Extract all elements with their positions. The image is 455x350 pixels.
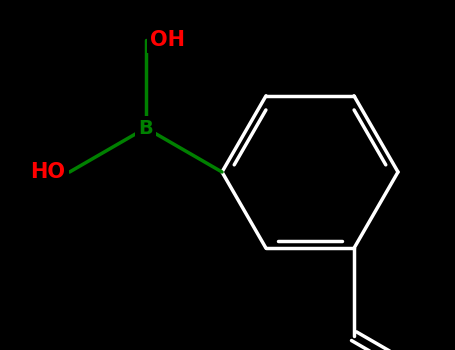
Text: HO: HO xyxy=(30,162,66,182)
Text: B: B xyxy=(138,119,153,138)
Text: OH: OH xyxy=(150,30,185,50)
